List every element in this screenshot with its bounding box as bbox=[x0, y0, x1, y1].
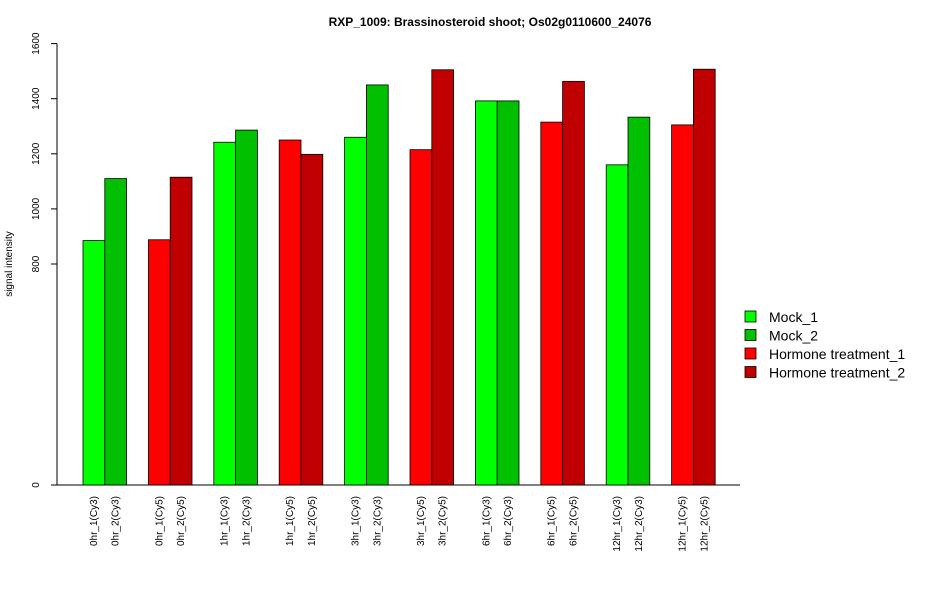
bar bbox=[693, 68, 716, 486]
bar bbox=[300, 153, 324, 486]
y-tick-label: 1200 bbox=[31, 142, 42, 165]
chart-title: RXP_1009: Brassinosteroid shoot; Os02g01… bbox=[329, 15, 652, 29]
x-tick-label: 0hr_2(Cy5) bbox=[176, 496, 187, 546]
y-tick-label: 0 bbox=[31, 482, 42, 488]
legend-label: Hormone treatment_2 bbox=[769, 365, 905, 381]
x-tick-label: 12hr_2(Cy3) bbox=[634, 496, 645, 552]
x-tick-label: 12hr_2(Cy5) bbox=[699, 496, 710, 552]
x-tick-label: 0hr_1(Cy5) bbox=[154, 496, 165, 546]
x-tick-label: 1hr_2(Cy3) bbox=[242, 496, 253, 546]
x-tick-label: 12hr_1(Cy3) bbox=[612, 496, 623, 552]
bar bbox=[147, 239, 171, 486]
bar bbox=[562, 80, 585, 486]
bar bbox=[540, 121, 563, 486]
legend-swatch bbox=[744, 310, 757, 323]
y-tick-label: 1400 bbox=[31, 87, 42, 110]
x-tick-label: 3hr_2(Cy5) bbox=[438, 496, 449, 546]
x-tick-label: 1hr_1(Cy3) bbox=[220, 496, 231, 546]
legend-label: Mock_2 bbox=[769, 328, 818, 344]
legend-swatch bbox=[744, 329, 757, 341]
legend-swatch bbox=[744, 347, 757, 360]
x-tick-label: 3hr_2(Cy3) bbox=[372, 496, 383, 546]
x-tick-label: 1hr_2(Cy5) bbox=[307, 496, 318, 546]
y-tick-label: 800 bbox=[31, 255, 42, 272]
y-tick-label: 1600 bbox=[31, 32, 42, 55]
bar bbox=[671, 124, 694, 486]
bar bbox=[344, 136, 367, 486]
legend-label: Hormone treatment_1 bbox=[769, 346, 905, 362]
legend-swatch bbox=[744, 366, 757, 378]
legend-label: Mock_1 bbox=[769, 309, 818, 325]
bar bbox=[409, 149, 433, 486]
x-tick-label: 0hr_2(Cy3) bbox=[111, 496, 122, 546]
bar bbox=[474, 100, 498, 486]
x-tick-label: 3hr_1(Cy3) bbox=[351, 496, 362, 546]
x-tick-label: 12hr_1(Cy5) bbox=[678, 496, 689, 552]
bar bbox=[278, 139, 302, 486]
x-tick-label: 6hr_1(Cy3) bbox=[481, 496, 492, 546]
bar bbox=[82, 240, 106, 486]
x-tick-labels: 0hr_1(Cy3) 0hr_2(Cy3) 0hr_1(Cy5) 0hr_2(Cy5)… bbox=[89, 496, 710, 552]
x-tick-label: 6hr_1(Cy5) bbox=[547, 496, 558, 546]
x-tick-label: 0hr_1(Cy3) bbox=[89, 496, 100, 546]
bar bbox=[496, 100, 520, 486]
bars bbox=[82, 68, 716, 486]
bar bbox=[627, 116, 651, 486]
x-tick-label: 1hr_1(Cy5) bbox=[285, 496, 296, 546]
y-tick-label: 1000 bbox=[31, 197, 42, 220]
bar bbox=[431, 69, 454, 486]
bar bbox=[365, 84, 389, 486]
legend: Mock_1 Mock_2 Hormone treatment_1 Hormone t… bbox=[744, 309, 905, 381]
x-tick-label: 3hr_1(Cy5) bbox=[416, 496, 427, 546]
x-tick-label: 6hr_2(Cy5) bbox=[569, 496, 580, 546]
x-tick-label: 6hr_2(Cy3) bbox=[503, 496, 514, 546]
bar bbox=[235, 129, 258, 486]
bar bbox=[605, 164, 629, 486]
bar bbox=[104, 178, 128, 486]
bar bbox=[213, 141, 237, 486]
y-axis-label: signal intensity bbox=[4, 231, 15, 297]
bar bbox=[169, 176, 193, 486]
